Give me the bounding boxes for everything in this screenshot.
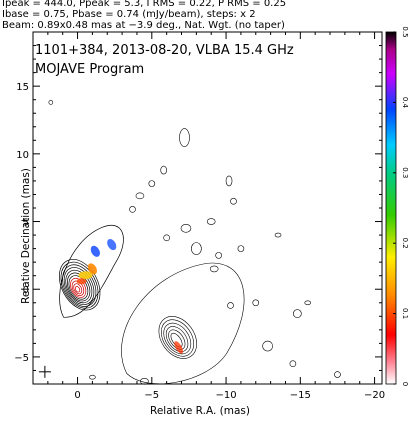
y-tick-label: 5 <box>23 218 29 229</box>
noise-contour <box>225 175 233 187</box>
polarization-feature <box>90 245 100 257</box>
noise-contour <box>160 165 167 175</box>
noise-contour <box>237 245 245 252</box>
core-contour <box>73 283 83 295</box>
core-contour <box>66 272 91 302</box>
jet-envelope <box>59 225 124 318</box>
noise-contour <box>293 309 302 318</box>
plot-title: 1101+384, 2013-08-20, VLBA 15.4 GHz <box>35 43 294 58</box>
noise-contour <box>227 302 234 309</box>
colorbar-tick-label: 0.5 <box>401 26 409 37</box>
noise-contour <box>334 371 341 378</box>
lobe-contour <box>165 326 189 352</box>
noise-contour <box>252 299 260 307</box>
y-tick-label: 15 <box>16 82 29 93</box>
noise-contour <box>179 128 190 147</box>
noise-contour <box>191 242 202 255</box>
y-axis-label: Relative Decination (mas) <box>19 168 32 304</box>
noise-contour <box>289 360 297 367</box>
lobe-feature <box>174 341 184 354</box>
noise-contour <box>209 265 219 273</box>
noise-contour <box>148 180 156 187</box>
polarization-feature <box>76 278 87 285</box>
polarization-feature <box>78 271 93 280</box>
lobe-contour <box>163 322 192 355</box>
x-tick-label: −5 <box>144 390 159 401</box>
noise-contour <box>274 232 282 238</box>
header-line-3: Beam: 0.89x0.48 mas at −3.9 deg., Nat. W… <box>2 20 285 31</box>
colorbar-tick-label: 0.2 <box>401 238 409 249</box>
lobe-contour <box>168 329 186 350</box>
y-tick-label: 10 <box>16 150 29 161</box>
noise-contour <box>180 224 192 233</box>
plot-subtitle: MOJAVE Program <box>35 62 145 77</box>
core-contour <box>70 277 87 298</box>
noise-contour <box>206 218 216 225</box>
x-axis-label: Relative R.A. (mas) <box>150 405 250 417</box>
colorbar-tick-label: 0.1 <box>401 308 409 319</box>
noise-contour <box>135 192 145 200</box>
noise-contour <box>304 300 312 306</box>
core-contour <box>62 264 97 307</box>
lobe-envelope <box>121 262 245 385</box>
y-tick-label: −5 <box>14 353 29 364</box>
noise-contour <box>262 340 273 352</box>
x-tick-label: −20 <box>364 390 385 401</box>
core-contour <box>58 259 101 311</box>
colorbar-tick-label: 0.3 <box>401 167 409 178</box>
y-tick-label: 0 <box>23 285 29 296</box>
noise-contour <box>48 100 54 105</box>
core-contour <box>65 269 93 304</box>
polarization-feature <box>87 263 97 275</box>
header-line-2: Ibase = 0.75, Pbase = 0.74 (mJy/beam), s… <box>2 9 256 20</box>
noise-contour <box>140 377 149 385</box>
x-tick-label: −15 <box>290 390 311 401</box>
core-contour <box>74 286 81 293</box>
noise-contour <box>163 234 170 242</box>
header-line-1: Ipeak = 444.0, Ppeak = 5.3, I RMS = 0.22… <box>2 0 287 9</box>
polarization-feature <box>107 238 117 251</box>
noise-contour <box>230 197 237 205</box>
x-tick-label: 0 <box>74 390 80 401</box>
plot-frame <box>32 31 383 385</box>
core-contour <box>63 267 95 305</box>
core-contour <box>71 280 85 296</box>
lobe-contour <box>161 319 195 357</box>
x-tick-label: −10 <box>216 390 237 401</box>
lobe-contour <box>158 316 197 359</box>
noise-contour <box>89 374 96 380</box>
noise-contour <box>215 252 222 259</box>
colorbar-tick-label: 0.4 <box>401 97 409 109</box>
colorbar-tick-label: 0 <box>401 382 409 386</box>
core-contour <box>68 275 89 300</box>
colorbar <box>385 31 397 385</box>
noise-contour <box>129 206 136 213</box>
